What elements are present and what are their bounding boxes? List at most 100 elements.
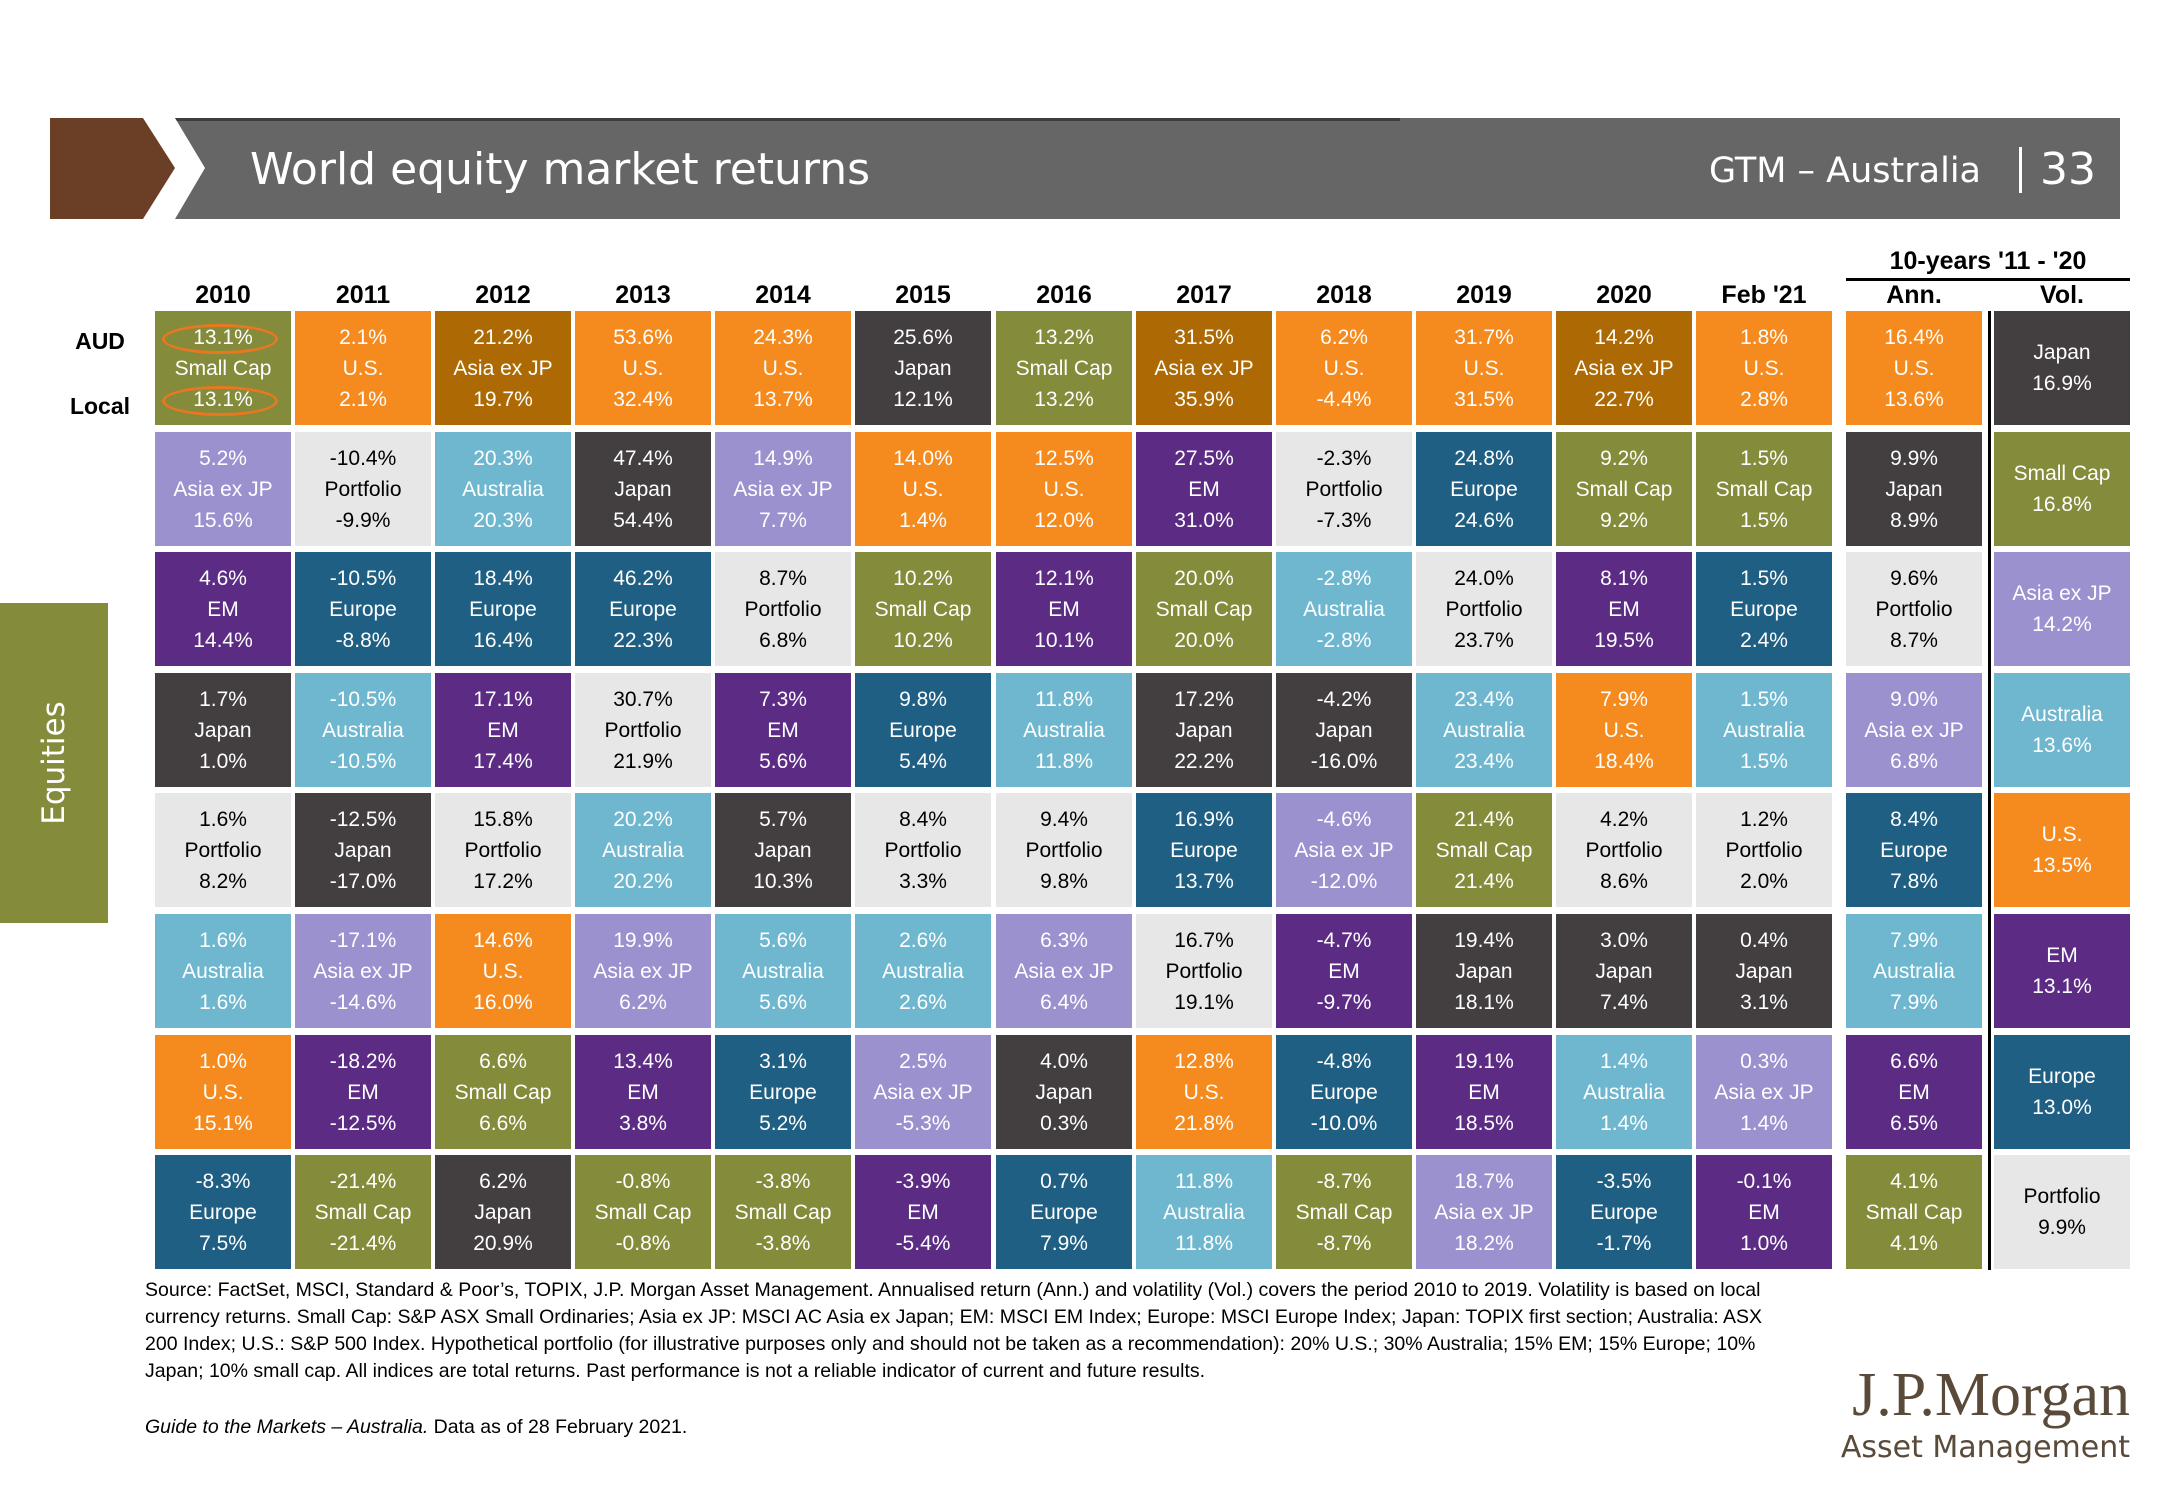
cell-market-name: Europe <box>329 597 397 621</box>
return-cell: 5.7% Japan 10.3% <box>715 793 851 907</box>
vol-market-name: Portfolio <box>2023 1185 2101 1208</box>
return-cell: -4.2% Japan -16.0% <box>1276 673 1412 787</box>
cell-aud-return: 23.4% <box>1454 687 1514 711</box>
return-cell: -12.5% Japan -17.0% <box>295 793 431 907</box>
cell-local-return: 3.8% <box>619 1111 667 1135</box>
cell-market-name: Europe <box>1030 1200 1098 1224</box>
cell-market-name: Australia <box>1303 597 1385 621</box>
return-cell: 31.7% U.S. 31.5% <box>1416 311 1552 425</box>
cell-local-return: 2.1% <box>339 387 387 411</box>
return-cell: 18.7% Asia ex JP 18.2% <box>1416 1155 1552 1269</box>
return-cell: 7.9% U.S. 18.4% <box>1556 673 1692 787</box>
return-cell: 1.7% Japan 1.0% <box>155 673 291 787</box>
return-cell: -0.1% EM 1.0% <box>1696 1155 1832 1269</box>
cell-aud-return: -18.2% <box>329 1049 397 1073</box>
cell-aud-return: 5.6% <box>759 928 807 952</box>
cell-market-name: Australia <box>742 959 824 983</box>
cell-market-name: Europe <box>1450 477 1518 501</box>
cell-market-name: U.S. <box>202 1080 244 1104</box>
cell-local-return: 23.7% <box>1454 628 1514 652</box>
return-cell: 53.6% U.S. 32.4% <box>575 311 711 425</box>
cell-market-name: U.S. <box>482 959 524 983</box>
cell-market-name: Europe <box>1730 597 1798 621</box>
cell-market-name: Asia ex JP <box>1864 718 1964 742</box>
cell-local-return: 5.4% <box>899 749 947 773</box>
guide-date: Data as of 28 February 2021. <box>428 1416 688 1438</box>
return-cell: 10.2% Small Cap 10.2% <box>855 552 991 666</box>
cell-local-return: 12.0% <box>1034 508 1094 532</box>
return-cell: 20.0% Small Cap 20.0% <box>1136 552 1272 666</box>
cell-market-name: Portfolio <box>744 597 822 621</box>
cell-market-name: Europe <box>1310 1080 1378 1104</box>
cell-local-return: 22.3% <box>613 628 673 652</box>
cell-local-return: 12.1% <box>893 387 953 411</box>
cell-aud-return: 18.4% <box>473 566 533 590</box>
cell-aud-return: 0.7% <box>1040 1169 1088 1193</box>
volatility-cell: Australia 13.6% <box>1994 673 2130 787</box>
volatility-cell: Asia ex JP 14.2% <box>1994 552 2130 666</box>
cell-aud-return: -4.6% <box>1316 807 1372 831</box>
cell-market-name: Japan <box>1735 959 1793 983</box>
cell-market-name: Japan <box>894 356 952 380</box>
year-header: 2014 <box>755 281 811 309</box>
return-cell: 1.5% Europe 2.4% <box>1696 552 1832 666</box>
cell-market-name: Japan <box>1885 477 1943 501</box>
return-cell: -3.9% EM -5.4% <box>855 1155 991 1269</box>
cell-aud-return: 15.8% <box>473 807 533 831</box>
cell-market-name: Asia ex JP <box>313 959 413 983</box>
cell-aud-return: 24.0% <box>1454 566 1514 590</box>
vol-market-name: Australia <box>2021 703 2103 726</box>
cell-aud-return: 16.9% <box>1174 807 1234 831</box>
cell-market-name: Small Cap <box>1295 1200 1393 1224</box>
return-cell: 9.8% Europe 5.4% <box>855 673 991 787</box>
annualised-label: Ann. <box>1886 281 1942 309</box>
cell-local-return: 9.8% <box>1040 869 1088 893</box>
cell-aud-return: 1.2% <box>1740 807 1788 831</box>
cell-local-return: 20.0% <box>1174 628 1234 652</box>
cell-market-name: Small Cap <box>1715 477 1813 501</box>
return-cell: 0.4% Japan 3.1% <box>1696 914 1832 1028</box>
cell-market-name: U.S. <box>622 356 664 380</box>
cell-local-return: 3.3% <box>899 869 947 893</box>
cell-local-return: 20.9% <box>473 1231 533 1255</box>
return-cell: 46.2% Europe 22.3% <box>575 552 711 666</box>
cell-local-return: -10.0% <box>1310 1111 1378 1135</box>
return-cell: 6.2% Japan 20.9% <box>435 1155 571 1269</box>
return-cell: 24.3% U.S. 13.7% <box>715 311 851 425</box>
cell-aud-return: 3.0% <box>1600 928 1648 952</box>
cell-market-name: EM <box>1748 1200 1780 1224</box>
cell-market-name: EM <box>1608 597 1640 621</box>
cell-market-name: Australia <box>1443 718 1525 742</box>
cell-local-return: 7.9% <box>1890 990 1938 1014</box>
header-bar <box>175 118 2120 219</box>
cell-local-return: 11.8% <box>1175 1231 1233 1255</box>
cell-aud-return: 17.2% <box>1174 687 1234 711</box>
cell-market-name: Small Cap <box>314 1200 412 1224</box>
return-cell: -0.8% Small Cap -0.8% <box>575 1155 711 1269</box>
cell-market-name: EM <box>627 1080 659 1104</box>
return-cell: -4.7% EM -9.7% <box>1276 914 1412 1028</box>
cell-market-name: Portfolio <box>324 477 402 501</box>
cell-aud-return: 19.9% <box>613 928 673 952</box>
return-cell: 8.7% Portfolio 6.8% <box>715 552 851 666</box>
annualised-cell: 7.9% Australia 7.9% <box>1846 914 1982 1028</box>
cell-local-return: 1.5% <box>1740 749 1788 773</box>
cell-local-return: 3.1% <box>1740 990 1788 1014</box>
vol-market-name: Asia ex JP <box>2012 582 2112 605</box>
cell-market-name: Portfolio <box>1875 597 1953 621</box>
cell-aud-return: 2.6% <box>899 928 947 952</box>
cell-local-return: 18.1% <box>1454 990 1514 1014</box>
year-header: 2016 <box>1036 281 1092 309</box>
cell-market-name: Small Cap <box>734 1200 832 1224</box>
cell-aud-return: 53.6% <box>613 325 673 349</box>
cell-market-name: EM <box>767 718 799 742</box>
cell-market-name: U.S. <box>762 356 804 380</box>
cell-aud-return: 21.2% <box>473 325 533 349</box>
cell-aud-return: 12.5% <box>1034 446 1094 470</box>
return-cell: 13.2% Small Cap 13.2% <box>996 311 1132 425</box>
cell-aud-return: 1.0% <box>199 1049 247 1073</box>
annualised-cell: 8.4% Europe 7.8% <box>1846 793 1982 907</box>
logo-subtitle: Asset Management <box>1840 1430 2130 1465</box>
return-cell: 21.4% Small Cap 21.4% <box>1416 793 1552 907</box>
cell-local-return: 5.6% <box>759 749 807 773</box>
